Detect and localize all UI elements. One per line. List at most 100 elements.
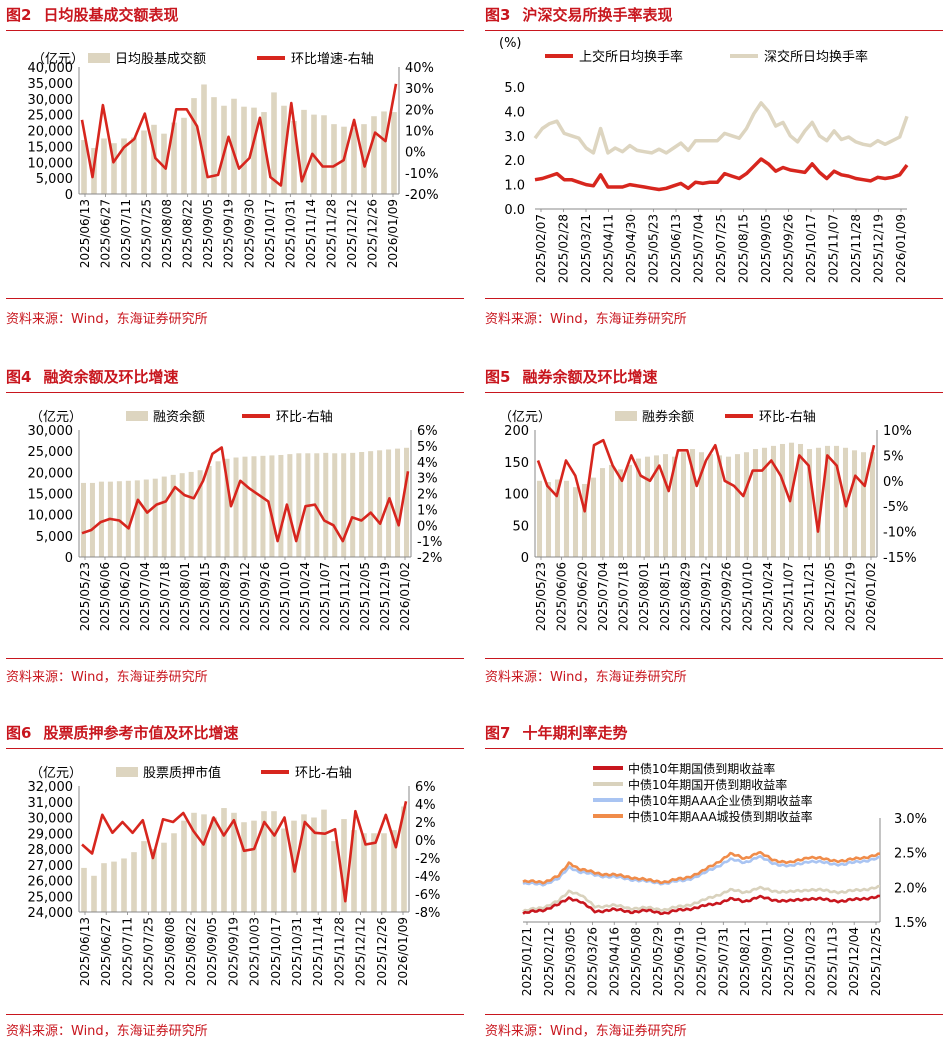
bar [752, 449, 759, 557]
right-axis-tick: -6% [415, 888, 440, 903]
bar [716, 455, 723, 557]
figure-3-chart: (%) 上交所日均换手率 深交所日均换手率 5.0 4.0 3.0 2.0 1.0 0.0 202… [499, 36, 909, 283]
legend-swatch [88, 53, 110, 63]
x-tick-label: 2025/12/25 [869, 927, 883, 996]
x-tick-label: 2025/12/05 [358, 562, 372, 631]
source-note: 资料来源：Wind，东海证券研究所 [485, 312, 687, 327]
x-tick-label: 2025/06/27 [99, 199, 113, 268]
x-tick-label: 2025/07/18 [158, 562, 172, 631]
bar [101, 863, 107, 912]
change-rate-line [80, 83, 398, 187]
bar [341, 819, 347, 912]
x-tick-label: 2025/07/04 [692, 214, 706, 283]
bar [161, 476, 167, 557]
x-tick-label: 2025/11/07 [782, 562, 796, 631]
x-tick-label: 2025/07/25 [714, 214, 728, 283]
left-axis-tick: 10,000 [28, 156, 74, 171]
x-tick-label: 2025/10/24 [298, 562, 312, 631]
bar [291, 120, 297, 194]
bar [359, 452, 365, 557]
bar [381, 833, 387, 912]
figure-7-panel: 图7 十年期利率走势 中债10年期国债到期收益率 中债10年期国开债到期收益率 中债1… [485, 718, 943, 1063]
x-tick-label: 2025/10/23 [804, 927, 818, 996]
right-axis-tick: 1% [417, 503, 438, 518]
left-axis-tick: 24,000 [28, 906, 74, 921]
bar [401, 806, 407, 912]
bar [98, 481, 104, 557]
figure-4-chart: （亿元） 融资余额 环比-右轴 30,000 25,000 20,000 15,000 10,… [28, 409, 443, 631]
bar [269, 455, 275, 557]
left-axis-tick: 31,000 [28, 796, 74, 811]
left-axis-tick: 15,000 [28, 488, 74, 503]
x-tick-label: 2025/08/29 [218, 562, 232, 631]
x-tick-label: 2025/11/21 [338, 562, 352, 631]
x-tick-label: 2025/06/13 [78, 199, 92, 268]
bar [653, 455, 660, 557]
right-axis-tick: -20% [405, 188, 439, 203]
left-axis-tick: 5.0 [504, 81, 525, 96]
x-tick-label: 2025/06/20 [118, 562, 132, 631]
left-axis-tick: 0.0 [504, 203, 525, 218]
bar [617, 469, 624, 557]
bar [241, 106, 247, 194]
x-tick-label: 2025/07/25 [142, 917, 156, 986]
unit-label: (%) [499, 36, 522, 51]
x-tick-label: 2025/11/14 [304, 199, 318, 268]
x-tick-label: 2026/01/02 [398, 562, 412, 631]
bar [395, 448, 401, 557]
x-tick-label: 2025/07/25 [140, 199, 154, 268]
source-note: 资料来源：Wind，东海证券研究所 [485, 1024, 687, 1039]
left-axis-tick: 1.0 [504, 179, 525, 194]
x-tick-label: 2025/10/02 [782, 927, 796, 996]
x-tick-label: 2025/09/05 [201, 199, 215, 268]
right-axis-tick: 40% [405, 61, 434, 76]
bar [271, 92, 277, 194]
x-tick-label: 2025/06/27 [99, 917, 113, 986]
x-tick-label: 2025/05/23 [78, 562, 92, 631]
bar [296, 453, 302, 557]
x-tick-label: 2025/02/07 [534, 214, 548, 283]
right-axis-tick: -10% [883, 526, 917, 541]
bar [134, 480, 140, 557]
bar [188, 471, 194, 557]
bar [179, 473, 185, 557]
bar [251, 456, 257, 557]
left-axis-tick: 0 [521, 551, 529, 566]
right-axis-tick: -5% [883, 500, 908, 515]
bar [314, 453, 320, 557]
x-tick-label: 2025/11/13 [825, 927, 839, 996]
figure-2-title: 图2 日均股基成交额表现 [6, 6, 179, 24]
x-tick-label: 2025/12/12 [354, 917, 368, 986]
x-tick-label: 2026/01/09 [894, 214, 908, 283]
title-divider [485, 748, 943, 749]
right-axis-tick: 5% [417, 440, 438, 455]
bar [211, 817, 217, 912]
bar [221, 808, 227, 912]
bar [278, 454, 284, 557]
bar [725, 456, 732, 557]
bar [125, 480, 131, 557]
bar [191, 98, 197, 194]
change-rate-line [81, 446, 410, 543]
left-axis-tick: 20,000 [28, 125, 74, 140]
bar [689, 449, 696, 557]
bar [224, 458, 230, 557]
left-axis-tick: 25,000 [28, 445, 74, 460]
x-tick-label: 2025/09/19 [222, 199, 236, 268]
x-tick-label: 2025/12/04 [847, 927, 861, 996]
bar [131, 852, 137, 912]
x-tick-label: 2025/08/01 [637, 562, 651, 631]
legend-label: 环比-右轴 [276, 410, 333, 425]
right-axis-tick: 20% [405, 103, 434, 118]
bar [261, 811, 267, 912]
x-tick-label: 2025/09/12 [238, 562, 252, 631]
bar [644, 456, 651, 557]
right-axis-tick: 1.5% [894, 916, 927, 931]
x-tick-label: 2026/01/02 [864, 562, 878, 631]
x-tick-label: 2025/11/28 [332, 917, 346, 986]
x-tick-label: 2025/07/31 [716, 927, 730, 996]
bar [743, 452, 750, 557]
left-axis-tick: 15,000 [28, 140, 74, 155]
bar [201, 814, 207, 912]
left-axis-tick: 35,000 [28, 77, 74, 92]
